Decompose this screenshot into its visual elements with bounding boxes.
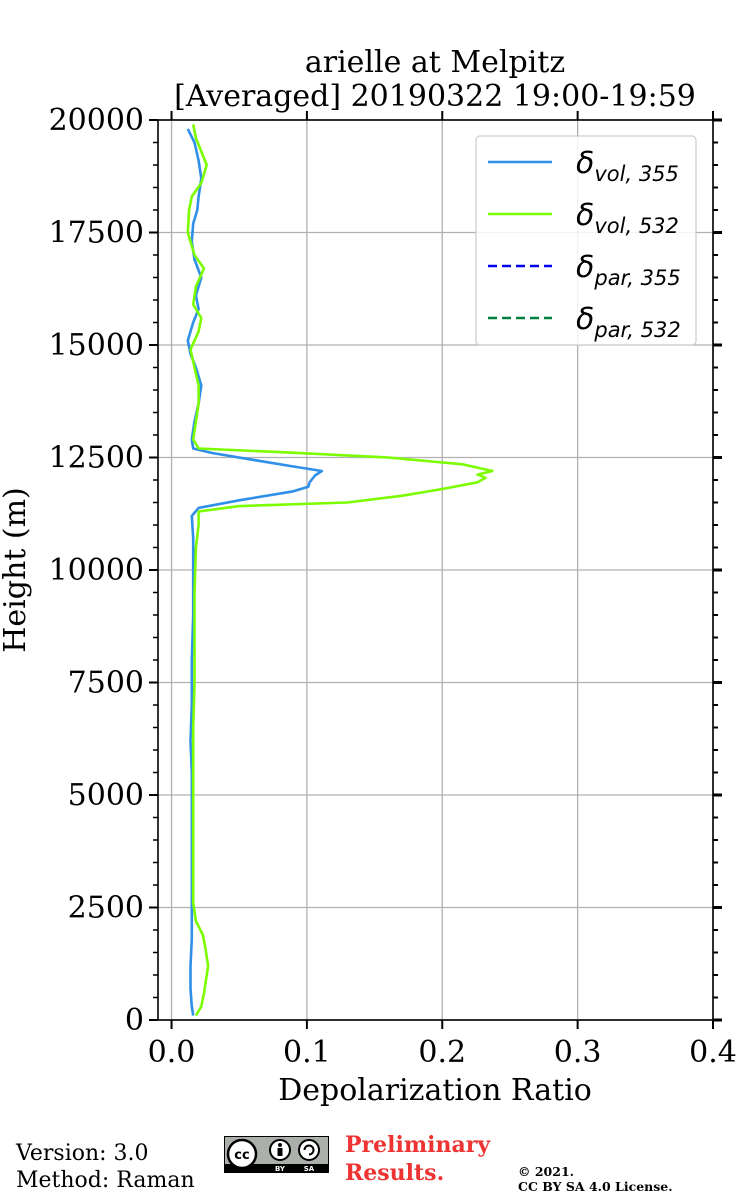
cc-sa-text: SA [304, 1165, 315, 1173]
legend-label-subscript: vol, 355 [594, 162, 679, 186]
cc-icon [226, 1138, 258, 1170]
y-tick-label: 20000 [49, 103, 144, 138]
x-axis-label: Depolarization Ratio [278, 1073, 592, 1108]
sa-icon-arrow [303, 1144, 315, 1156]
y-tick-labels: 0 2500 5000 7500 10000 12500 15000 17500 20000 [49, 103, 144, 1038]
y-tick-label: 17500 [49, 216, 144, 251]
cc-icon-text: cc [234, 1148, 249, 1163]
y-tick-label: 5000 [68, 778, 144, 813]
chart-title-line2: [Averaged] 20190322 19:00-19:59 [174, 79, 696, 114]
x-tick-label: 0.0 [148, 1035, 196, 1070]
sa-icon [298, 1139, 320, 1161]
copyright-text: © 2021. [518, 1164, 574, 1179]
y-axis-label: Height (m) [0, 487, 33, 652]
y-tick-label: 12500 [49, 441, 144, 476]
cc-by-sa-badge: cc BY SA [224, 1136, 329, 1173]
x-tick-labels: 0.0 0.1 0.2 0.3 0.4 [148, 1035, 737, 1070]
license-info: © 2021. CC BY SA 4.0 License. [518, 1164, 673, 1194]
legend-label-base: δ [576, 198, 594, 233]
legend-label-subscript: par, 532 [593, 318, 680, 342]
preliminary-line1: Preliminary [345, 1132, 491, 1158]
legend-label: δvol, 355 [576, 146, 679, 186]
data-series [186, 124, 494, 1017]
y-tick-label: 7500 [68, 666, 144, 701]
y-tick-label: 2500 [68, 891, 144, 926]
x-tick-label: 0.1 [283, 1035, 331, 1070]
license-text: CC BY SA 4.0 License. [518, 1179, 673, 1194]
legend-label-subscript: par, 355 [593, 266, 680, 290]
legend-label: δvol, 532 [576, 198, 679, 238]
version-info: Version: 3.0 Method: Raman [16, 1140, 195, 1194]
axis-ticks [149, 111, 722, 1029]
preliminary-notice: Preliminary Results. [345, 1131, 490, 1187]
cc-by-text: BY [275, 1165, 286, 1173]
legend-label-subscript: vol, 532 [594, 214, 679, 238]
legend-label-base: δ [576, 250, 594, 285]
by-icon-head [278, 1143, 282, 1147]
series-line [186, 128, 324, 1016]
legend-label: δpar, 532 [576, 302, 681, 342]
method-label: Method: Raman [16, 1168, 195, 1193]
y-tick-label: 0 [125, 1003, 144, 1038]
legend-label-base: δ [576, 146, 594, 181]
preliminary-line2: Results. [345, 1160, 445, 1186]
version-label: Version: 3.0 [16, 1141, 149, 1166]
y-tick-label: 15000 [49, 328, 144, 363]
x-tick-label: 0.2 [418, 1035, 466, 1070]
y-tick-label: 10000 [49, 553, 144, 588]
chart-title-line1: arielle at Melpitz [305, 45, 565, 80]
series-line [186, 124, 494, 1017]
by-icon-body [277, 1148, 283, 1156]
legend-box [475, 135, 697, 346]
x-tick-label: 0.4 [689, 1035, 737, 1070]
legend-label-base: δ [576, 302, 594, 337]
legend-label: δpar, 355 [576, 250, 681, 290]
x-tick-label: 0.3 [554, 1035, 602, 1070]
